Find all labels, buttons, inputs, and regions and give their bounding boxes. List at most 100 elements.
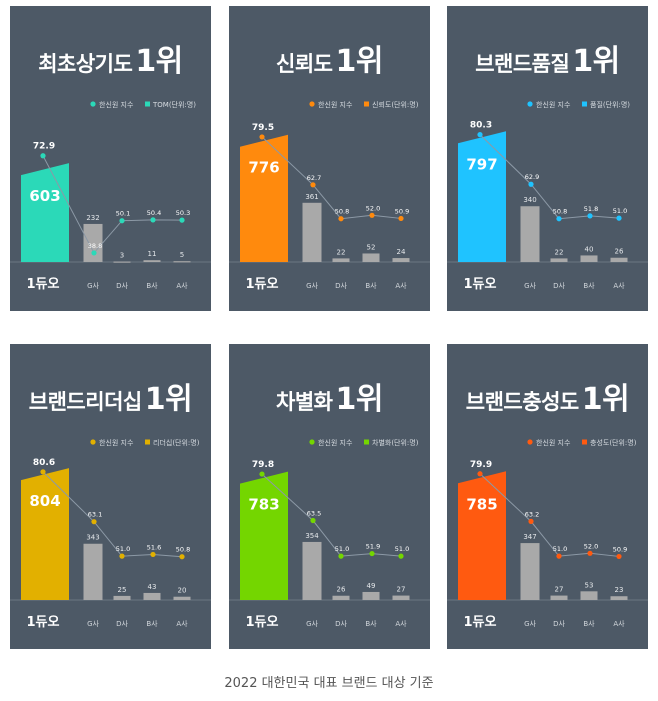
brand-logo: 1듀오 [464, 277, 497, 292]
bar-value-label: 27 [555, 586, 564, 594]
bar-value-label: 20 [178, 587, 187, 595]
rank-label: 1위 [335, 44, 383, 79]
bar [240, 471, 288, 600]
line-point [150, 551, 156, 558]
line-point [310, 517, 316, 524]
category-label: A사 [395, 619, 407, 628]
bar [143, 592, 161, 600]
category-label: G사 [306, 619, 318, 628]
legend-swatch-bar [145, 101, 150, 107]
chart-title-text: 브랜드충성도 [465, 390, 579, 414]
line-value-label: 63.2 [525, 510, 539, 518]
bar [302, 202, 322, 262]
chart-svg: 한신원 지수 품질(단위:명) 797 340 22 40 26 80.3 62.9 50.8 51… [447, 100, 648, 292]
chart-panel: 차별화 1위 한신원 지수 차별화(단위:명) 783 354 26 49 27 79.8 63.5… [229, 344, 430, 649]
bar-value-label: 603 [29, 187, 60, 205]
line-value-label: 51.0 [335, 545, 349, 553]
line-value-label: 52.0 [366, 204, 380, 212]
line-point [398, 553, 404, 559]
legend-label-bar: 품질(단위:명) [590, 100, 630, 109]
legend: 한신원 지수 신뢰도(단위:명) [309, 100, 419, 109]
bar-value-label: 3 [120, 252, 124, 260]
legend-label-index: 한신원 지수 [99, 438, 134, 447]
bar [113, 261, 131, 263]
category-label: B사 [365, 281, 377, 290]
legend-label-index: 한신원 지수 [536, 100, 571, 109]
bar-value-label: 53 [585, 581, 594, 589]
category-label: D사 [553, 281, 565, 290]
chart-panel: 최초상기도 1위 한신원 지수 TOM(단위:명) 603 232 3 11 5 72.9 38.8… [10, 6, 211, 311]
legend-label-bar: 리더십(단위:명) [153, 438, 200, 447]
bar [83, 543, 103, 600]
category-label: G사 [524, 281, 536, 290]
line-value-label: 79.5 [252, 123, 274, 133]
bar-value-label: 361 [305, 193, 318, 201]
bar [610, 596, 628, 600]
line-value-label: 51.8 [584, 205, 598, 213]
legend-swatch-bar [364, 101, 369, 107]
brand-logo: 1듀오 [27, 277, 60, 292]
bar-value-label: 22 [337, 248, 346, 256]
bar [392, 595, 410, 600]
rank-label: 1위 [335, 382, 383, 417]
bar [520, 543, 540, 600]
bar [173, 596, 191, 600]
line-point [179, 554, 185, 560]
bar [458, 131, 506, 262]
bar-value-label: 11 [148, 250, 157, 258]
legend-label-bar: TOM(단위:명) [152, 100, 196, 109]
line-value-label: 79.9 [470, 460, 492, 470]
legend-swatch-bar [145, 439, 150, 445]
legend-swatch-bar [582, 439, 587, 445]
line-value-label: 63.1 [88, 511, 102, 519]
line-point [179, 217, 185, 223]
brand-logo: 1듀오 [27, 615, 60, 630]
line-value-label: 50.4 [147, 209, 161, 217]
bar [143, 260, 161, 262]
chart-title-text: 브랜드리더십 [28, 390, 142, 414]
line-point [259, 471, 265, 477]
line-value-label: 50.9 [613, 545, 627, 553]
category-label: D사 [116, 281, 128, 290]
bar [580, 591, 598, 600]
category-label: A사 [395, 281, 407, 290]
bar-value-label: 354 [305, 532, 319, 540]
line-value-label: 50.8 [553, 208, 567, 216]
legend-dot-index [309, 439, 315, 445]
bar-value-label: 52 [367, 243, 376, 251]
line-value-label: 62.9 [525, 173, 539, 181]
line-value-label: 51.6 [147, 543, 161, 551]
legend-label-index: 한신원 지수 [536, 438, 571, 447]
line-point [587, 213, 593, 219]
brand-logo: 1듀오 [464, 615, 497, 630]
category-label: A사 [613, 619, 625, 628]
category-label: B사 [146, 281, 158, 290]
line-point [398, 215, 404, 222]
caption: 2022 대한민국 대표 브랜드 대상 기준 [224, 676, 434, 691]
chart-title: 브랜드리더십 1위 [10, 374, 211, 418]
line-point [369, 550, 375, 557]
legend-dot-index [527, 439, 533, 445]
line-value-label: 51.0 [553, 545, 567, 553]
legend-dot-index [90, 439, 96, 445]
bar-value-label: 804 [29, 492, 60, 510]
bar-value-label: 343 [86, 534, 99, 542]
chart-title: 차별화 1위 [229, 374, 430, 418]
bar-value-label: 43 [148, 583, 157, 591]
category-label: B사 [583, 619, 595, 628]
category-label: D사 [335, 281, 347, 290]
line-value-label: 80.6 [33, 458, 55, 468]
bar [332, 595, 350, 600]
bar-value-label: 232 [86, 214, 99, 222]
bar [240, 134, 288, 262]
line-point [556, 553, 562, 559]
rank-label: 1위 [135, 44, 183, 79]
legend: 한신원 지수 차별화(단위:명) [309, 438, 419, 447]
line-point [477, 471, 483, 477]
line-point [528, 181, 534, 187]
chart-panel: 신뢰도 1위 한신원 지수 신뢰도(단위:명) 776 361 22 52 24 79.5 62.7… [229, 6, 430, 311]
chart-title-text: 차별화 [276, 390, 333, 414]
line-point [150, 217, 156, 223]
chart-svg: 한신원 지수 TOM(단위:명) 603 232 3 11 5 72.9 38.8 50.1 50.… [10, 100, 211, 292]
bar-value-label: 25 [118, 586, 127, 594]
